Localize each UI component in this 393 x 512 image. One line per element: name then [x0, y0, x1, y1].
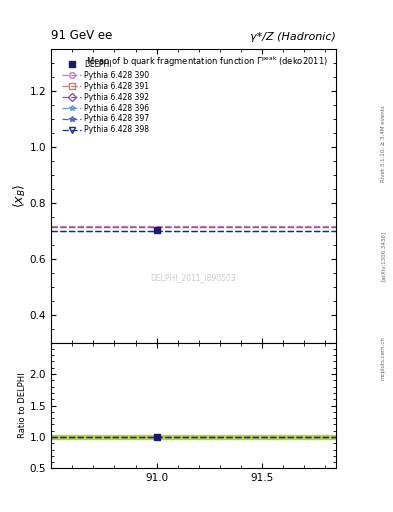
Text: Mean of b quark fragmentation function $\Gamma^{\rm peak}$ (deko2011): Mean of b quark fragmentation function $… [86, 54, 327, 69]
Text: γ*/Z (Hadronic): γ*/Z (Hadronic) [250, 32, 336, 42]
Y-axis label: Ratio to DELPHI: Ratio to DELPHI [18, 373, 27, 438]
Text: Rivet 3.1.10, ≥ 3.4M events: Rivet 3.1.10, ≥ 3.4M events [381, 105, 386, 182]
Text: [arXiv:1306.3436]: [arXiv:1306.3436] [381, 231, 386, 281]
Text: DELPHI_2011_I890503: DELPHI_2011_I890503 [151, 273, 237, 283]
Y-axis label: $\langle x_B \rangle$: $\langle x_B \rangle$ [12, 183, 28, 208]
Text: 91 GeV ee: 91 GeV ee [51, 29, 112, 42]
Legend: DELPHI, Pythia 6.428 390, Pythia 6.428 391, Pythia 6.428 392, Pythia 6.428 396, : DELPHI, Pythia 6.428 390, Pythia 6.428 3… [61, 58, 151, 136]
Bar [51, 435, 336, 439]
Text: mcplots.cern.ch: mcplots.cern.ch [381, 336, 386, 380]
